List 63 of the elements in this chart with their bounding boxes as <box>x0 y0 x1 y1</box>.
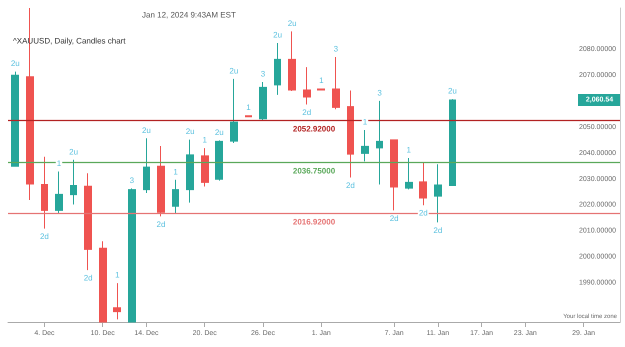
text: 3 <box>377 88 382 98</box>
text: 1 <box>56 158 62 168</box>
candlestick <box>186 139 194 204</box>
candlestick <box>449 98 456 187</box>
text: 2u <box>69 147 78 156</box>
text: 2d <box>418 208 428 218</box>
text: 2u <box>186 127 195 136</box>
text: 2u <box>142 126 151 135</box>
text: 2d <box>433 226 442 235</box>
text: 1 <box>319 76 324 85</box>
candlestick <box>84 172 92 271</box>
candlestick <box>376 100 383 185</box>
candlestick <box>361 129 369 162</box>
candlestick <box>274 42 281 96</box>
text: 2u <box>288 18 297 28</box>
text: 3 <box>260 69 266 78</box>
candlestick <box>317 88 325 91</box>
candlestick <box>55 170 63 214</box>
text: 1 <box>115 270 120 280</box>
candlestick <box>259 81 267 122</box>
text: 2u <box>10 59 20 68</box>
candlestick <box>157 146 165 217</box>
text: 2u <box>214 128 224 137</box>
candlestick <box>201 148 209 188</box>
text: 1 <box>246 102 251 112</box>
text: 2d <box>390 214 399 223</box>
candlestick <box>215 140 223 182</box>
candlestick <box>303 66 311 106</box>
text: 3 <box>334 44 338 54</box>
text: 1 <box>406 145 411 154</box>
text: 3 <box>130 176 134 185</box>
candlestick <box>41 156 48 230</box>
candlestick <box>113 282 121 320</box>
candlestick <box>128 188 136 322</box>
text: 2u <box>229 66 238 76</box>
text: 2u <box>273 30 282 40</box>
ref-line-label: 2052.92000 <box>292 124 336 134</box>
text: 1 <box>173 167 178 176</box>
text: 1 <box>362 117 368 126</box>
candlestick <box>347 90 354 178</box>
candlestick <box>434 164 442 223</box>
candlestick <box>143 138 150 194</box>
candlestick <box>99 240 107 322</box>
candlestick <box>288 30 296 92</box>
text: 2u <box>448 86 457 96</box>
ref-line-label: 2016.92000 <box>292 218 336 227</box>
text: 1 <box>202 136 207 145</box>
ref-line-label: 2036.75000 <box>292 166 336 176</box>
text: 2d <box>84 274 93 283</box>
chart-subtitle: Jan 12, 2024 9:43AM EST <box>142 10 236 20</box>
candlestick <box>332 56 340 110</box>
candlestick <box>419 162 427 206</box>
text: 2d <box>156 220 166 229</box>
text: 2d <box>346 180 355 190</box>
text: 2d <box>40 232 49 242</box>
candlestick <box>11 71 19 167</box>
candlestick <box>245 114 252 118</box>
candlestick <box>172 179 179 214</box>
candlestick <box>230 78 238 144</box>
candlestick <box>405 157 413 190</box>
candlestick <box>70 159 77 205</box>
candlestick <box>390 139 398 211</box>
text: 2d <box>302 108 312 118</box>
